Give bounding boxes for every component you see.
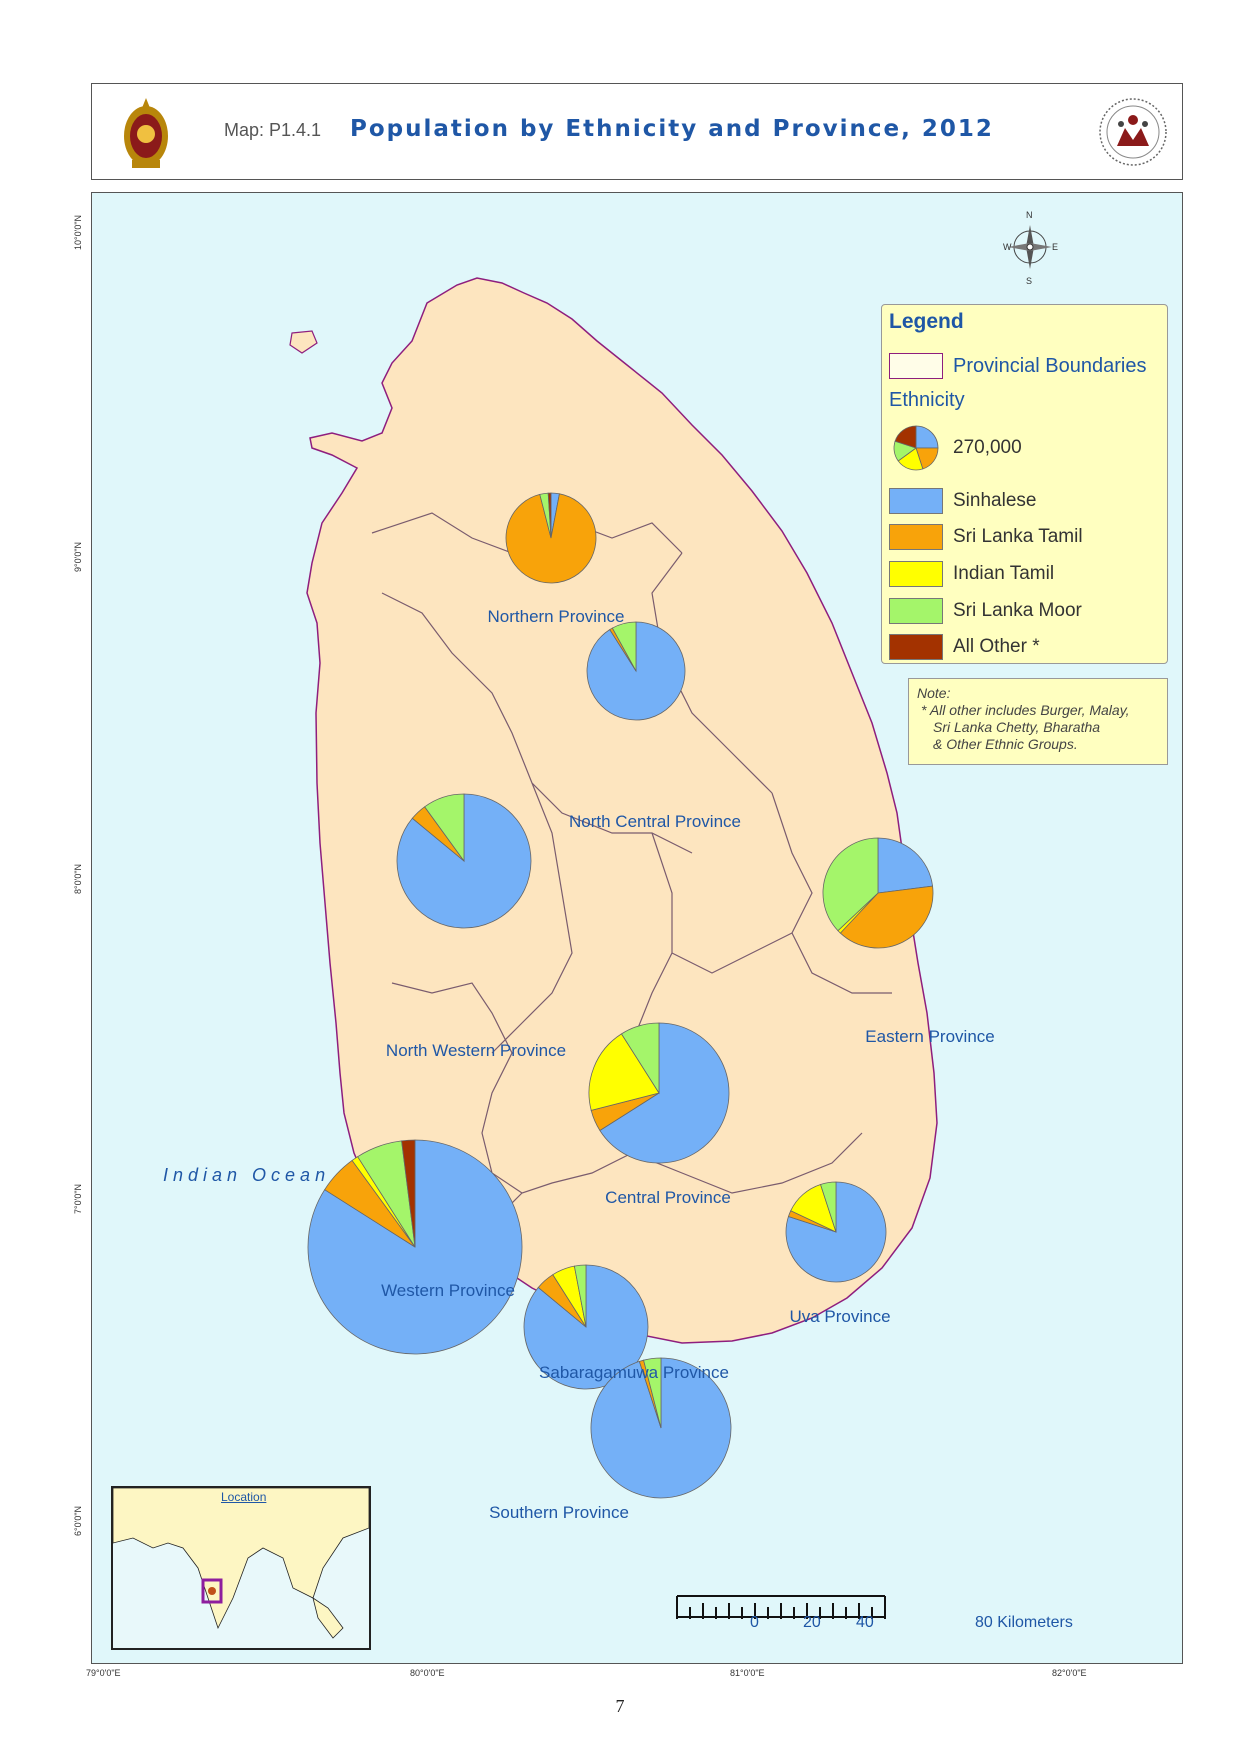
legend-pie-slice-sinhalese [915, 425, 939, 449]
scale-label: 20 [803, 1614, 821, 1631]
note-line: Note: [917, 685, 951, 701]
legend: Legend Provincial Boundaries Ethnicity 2… [881, 304, 1168, 664]
pie-eastern-province [822, 837, 934, 949]
province-label: Western Province [381, 1281, 515, 1300]
size-reference-label: 270,000 [953, 437, 1022, 458]
ocean-label: Indian Ocean [163, 1165, 331, 1185]
pie-4-slice-sinhalese [599, 1022, 730, 1164]
inset-landmass [113, 1488, 369, 1639]
map-title: Population by Ethnicity and Province, 20… [350, 116, 994, 142]
longitude-label: 81°0'0"E [730, 1668, 765, 1678]
indian-tamil-swatch [889, 561, 943, 587]
pie-central-province [588, 1022, 730, 1164]
category-label: Sri Lanka Tamil [953, 526, 1083, 547]
pie-7-slice-sri-lanka-moor [820, 1181, 837, 1233]
census-department-logo-icon [1099, 98, 1167, 166]
boundary-swatch [889, 353, 943, 379]
pie-3-slice-sri-lanka-tamil [839, 885, 934, 949]
boundary-label: Provincial Boundaries [953, 355, 1147, 377]
map-code: Map: P1.4.1 [224, 120, 322, 140]
pie-4-slice-indian-tamil [588, 1033, 660, 1111]
latitude-label: 10°0'0"N [73, 214, 83, 250]
map-header: Map: P1.4.1 Population by Ethnicity and … [91, 83, 1183, 180]
note-line: & Other Ethnic Groups. [933, 736, 1078, 752]
pie-5-slice-all-other- [401, 1139, 416, 1248]
location-inset-map: Location [111, 1486, 371, 1650]
national-emblem-icon [124, 98, 168, 168]
pie-north-central-province [586, 621, 686, 721]
compass-south: S [1026, 276, 1033, 286]
category-label: Sinhalese [953, 490, 1037, 511]
latitude-label: 6°0'0"N [73, 1505, 83, 1536]
category-label: All Other * [953, 636, 1040, 657]
province-label: Uva Province [789, 1307, 891, 1326]
pie-0-slice-all-other- [547, 492, 552, 539]
inset-title: Location [221, 1490, 267, 1504]
pie-1-slice-sri-lanka-moor [611, 621, 637, 672]
scale-label: 40 [856, 1614, 874, 1631]
pie-2-slice-sinhalese [396, 793, 532, 929]
longitude-label: 80°0'0"E [410, 1668, 445, 1678]
pie-southern-province [590, 1357, 732, 1499]
sri-lanka-map [289, 225, 1052, 1619]
pie-north-western-province [396, 793, 532, 929]
pie-6-slice-sri-lanka-moor [573, 1264, 587, 1328]
scale-label: 80 Kilometers [975, 1614, 1073, 1631]
province-label: Eastern Province [865, 1027, 995, 1046]
pie-2-slice-sri-lanka-moor [424, 793, 465, 863]
pie-3-slice-sri-lanka-moor [822, 837, 879, 932]
pie-3-slice-sinhalese [877, 837, 934, 894]
latitude-label: 9°0'0"N [73, 541, 83, 572]
legend-sample-pie [893, 425, 939, 471]
scale-bar [676, 1595, 886, 1619]
compass-rose-icon [1008, 225, 1052, 269]
compass-east: E [1052, 242, 1059, 252]
province-label: North Western Province [385, 1041, 567, 1060]
compass-west: W [1003, 242, 1012, 252]
province-label: Central Province [605, 1188, 731, 1207]
all-other-swatch [889, 634, 943, 660]
note-line: * All other includes Burger, Malay, [921, 702, 1130, 718]
province-label: North Central Province [569, 812, 741, 831]
category-label: Indian Tamil [953, 563, 1055, 584]
note-box: Note: * All other includes Burger, Malay… [908, 678, 1168, 765]
pie-northern-province [505, 492, 597, 584]
pie-0-slice-sri-lanka-tamil [505, 493, 597, 584]
legend-pie-slice-all-other- [894, 425, 917, 449]
sri-lanka-tamil-swatch [889, 524, 943, 550]
sinhalese-swatch [889, 488, 943, 514]
category-label: Sri Lanka Moor [953, 600, 1082, 621]
compass-north: N [1026, 210, 1033, 220]
pie-western-province [307, 1139, 523, 1355]
legend-title: Legend [889, 310, 964, 333]
scale-label: 0 [750, 1614, 759, 1631]
pie-sabaragamuwa-province [523, 1264, 649, 1390]
pie-5-slice-sinhalese [307, 1139, 523, 1355]
page-number: 7 [615, 1696, 625, 1716]
province-label: Sabaragamuwa Province [539, 1363, 729, 1382]
province-label: Southern Province [489, 1503, 629, 1522]
latitude-label: 8°0'0"N [73, 863, 83, 894]
pie-4-slice-sri-lanka-moor [620, 1022, 660, 1095]
longitude-label: 82°0'0"E [1052, 1668, 1087, 1678]
ethnicity-heading: Ethnicity [889, 389, 965, 411]
latitude-label: 7°0'0"N [73, 1183, 83, 1214]
longitude-label: 79°0'0"E [86, 1668, 121, 1678]
pie-uva-province [785, 1181, 887, 1283]
island-outline [306, 277, 938, 1344]
sri-lanka-moor-swatch [889, 598, 943, 624]
pie-8-slice-sri-lanka-moor [643, 1357, 662, 1429]
province-label: Northern Province [487, 607, 625, 626]
note-line: Sri Lanka Chetty, Bharatha [933, 719, 1101, 735]
